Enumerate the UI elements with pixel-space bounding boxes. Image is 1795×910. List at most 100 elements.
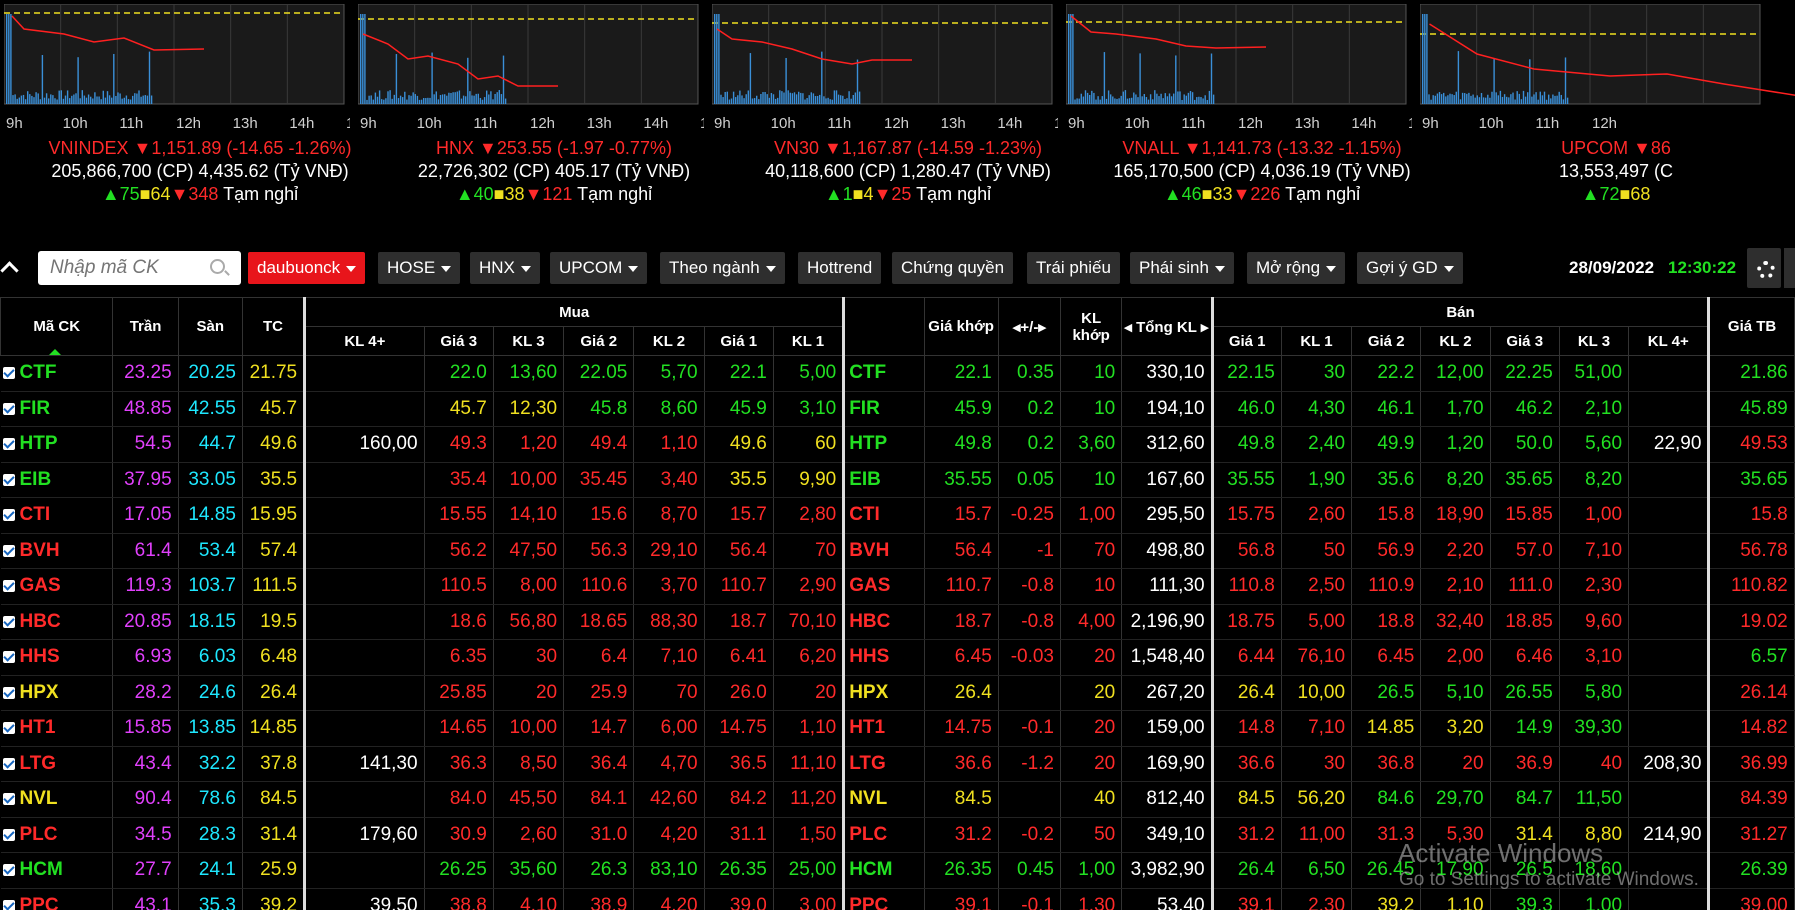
cell-symbol[interactable]: HCM	[0, 852, 114, 889]
cell-buy-g1: 26.35	[704, 852, 774, 889]
table-row[interactable]: HTP 54.5 44.7 49.6 160,00 49.3 1,20 49.4 1,10 49.…	[0, 426, 1795, 463]
cell-symbol[interactable]: EIB	[0, 462, 114, 498]
table-row[interactable]: LTG 43.4 32.2 37.8 141,30 36.3 8,50 36.4 4,70 36.…	[0, 746, 1795, 782]
advancers-count: ▲75	[101, 184, 140, 204]
row-checkbox[interactable]	[2, 367, 15, 380]
row-checkbox[interactable]	[2, 580, 15, 593]
chart-volume-bar	[787, 90, 789, 104]
chart-volume-bar	[1560, 94, 1562, 104]
row-checkbox[interactable]	[2, 402, 15, 415]
cell-sell-kl1: 11,00	[1281, 817, 1353, 853]
cell-sell-kl4	[1628, 462, 1710, 498]
row-checkbox[interactable]	[2, 438, 15, 451]
col-ref[interactable]: TC	[241, 297, 306, 356]
row-checkbox[interactable]	[2, 686, 15, 699]
table-row[interactable]: FIR 48.85 42.55 45.7 45.7 12,30 45.8 8,60 45.9 3,…	[0, 391, 1795, 427]
table-row[interactable]: GAS 119.3 103.7 111.5 110.5 8,00 110.6 3,70 110.…	[0, 568, 1795, 605]
table-row[interactable]: EIB 37.95 33.05 35.5 35.4 10,00 35.45 3,40 35.5 9…	[0, 462, 1795, 498]
chart-volume-bar	[391, 98, 393, 104]
cell-sell-g1: 31.2	[1210, 817, 1282, 853]
cell-symbol[interactable]: PLC	[0, 817, 114, 853]
table-row[interactable]: PLC 34.5 28.3 31.4 179,60 30.9 2,60 31.0 4,20 31.…	[0, 817, 1795, 853]
hnx-dropdown[interactable]: HNX	[470, 252, 540, 284]
hottrend-button[interactable]: Hottrend	[798, 252, 882, 284]
table-row[interactable]: CTF 23.25 20.25 21.75 22.0 13,60 22.05 5,70 22.1…	[0, 355, 1795, 392]
col-symbol[interactable]: Mã CK	[0, 297, 114, 356]
cell-symbol[interactable]: CTF	[0, 355, 114, 392]
cell-symbol[interactable]: GAS	[0, 568, 114, 605]
cell-symbol[interactable]: HPX	[0, 675, 114, 711]
bonds-button[interactable]: Trái phiếu	[1027, 252, 1120, 284]
cell-avg: 56.78	[1707, 533, 1795, 569]
cell-symbol[interactable]: FIR	[0, 391, 114, 427]
upcom-dropdown[interactable]: UPCOM	[550, 252, 648, 284]
cell-avg: 21.86	[1707, 355, 1795, 392]
col-change[interactable]: ◂+/-▸	[997, 297, 1062, 356]
chart-volume-bar	[777, 97, 779, 104]
watchlist-dropdown[interactable]: daubuonck	[248, 252, 366, 284]
col-total-vol[interactable]: ◂ Tổng KL ▸	[1121, 297, 1213, 356]
cell-symbol[interactable]: HTP	[0, 426, 114, 463]
chart-volume-bar	[753, 98, 756, 104]
table-row[interactable]: HBC 20.85 18.15 19.5 18.6 56,80 18.65 88,30 18.7…	[0, 604, 1795, 640]
warrants-button[interactable]: Chứng quyền	[892, 252, 1014, 284]
chart-volume-bar	[52, 95, 54, 104]
cell-symbol[interactable]: CTI	[0, 497, 114, 534]
table-row[interactable]: NVL 90.4 78.6 84.5 84.0 45,50 84.1 42,60 84.2 11,…	[0, 781, 1795, 818]
row-checkbox[interactable]	[2, 651, 15, 664]
filter-button[interactable]	[1784, 248, 1795, 288]
col-ceil[interactable]: Trần	[112, 297, 179, 356]
industry-dropdown[interactable]: Theo ngành	[660, 252, 785, 284]
cell-buy-kl3: 4,10	[493, 888, 565, 910]
index-chart-vnall[interactable]: 9h 10h 11h 12h 13h 14h 15h VNALL ▼1,141.73 (-13…	[1062, 0, 1462, 240]
table-row[interactable]: HPX 28.2 24.6 26.4 25.85 20 25.9 70 26.0 20 HPX 26.…	[0, 675, 1795, 711]
row-checkbox[interactable]	[2, 615, 15, 628]
table-row[interactable]: HCM 27.7 24.1 25.9 26.25 35,60 26.3 83,10 26.35 2…	[0, 852, 1795, 889]
table-row[interactable]: CTI 17.05 14.85 15.95 15.55 14,10 15.6 8,70 15.7…	[0, 497, 1795, 534]
col-floor[interactable]: Sàn	[177, 297, 243, 356]
cell-symbol[interactable]: BVH	[0, 533, 114, 569]
cell-symbol[interactable]: HBC	[0, 604, 114, 640]
chart-volume-bar	[96, 96, 98, 104]
index-chart-upcom[interactable]: 9h 10h 11h 12h UPCOM ▼86 13,553,497 (C ▲72■6…	[1416, 0, 1795, 240]
settings-button[interactable]	[1747, 248, 1781, 288]
table-row[interactable]: PPC 43.1 35.3 39.2 39,50 38.8 4,10 38.9 4,20 39.0…	[0, 888, 1795, 910]
derivatives-dropdown[interactable]: Phái sinh	[1130, 252, 1234, 284]
col-match-vol[interactable]: KL khớp	[1059, 297, 1123, 356]
chart-volume-bar	[1457, 51, 1460, 104]
cell-symbol[interactable]: HHS	[0, 639, 114, 676]
table-row[interactable]: HHS 6.93 6.03 6.48 6.35 30 6.4 7,10 6.41 6,20 HHS 6…	[0, 639, 1795, 676]
table-row[interactable]: HT1 15.85 13.85 14.85 14.65 10,00 14.7 6,00 14.7…	[0, 710, 1795, 747]
table-row[interactable]: BVH 61.4 53.4 57.4 56.2 47,50 56.3 29,10 56.4 70 B…	[0, 533, 1795, 569]
chart-volume-bar	[718, 14, 720, 104]
chart-volume-bar	[24, 99, 27, 104]
cell-symbol[interactable]: LTG	[0, 746, 114, 782]
row-checkbox[interactable]	[2, 828, 15, 841]
chart-volume-bar	[368, 95, 370, 104]
index-charts-panel: 9h 10h 11h 12h 13h 14h 15h VNINDEX ▼1,151.89 (-…	[0, 0, 1795, 240]
search-icon[interactable]	[210, 259, 225, 274]
row-checkbox[interactable]	[2, 793, 15, 806]
col-match-price[interactable]: Giá khớp	[923, 297, 999, 356]
row-checkbox[interactable]	[2, 757, 15, 770]
row-checkbox[interactable]	[2, 864, 15, 877]
row-checkbox[interactable]	[2, 544, 15, 557]
collapse-button[interactable]	[0, 252, 22, 284]
index-chart-vn30[interactable]: 9h 10h 11h 12h 13h 14h 15h VN30 ▼1,167.87 (-14.…	[708, 0, 1108, 240]
index-chart-hnx[interactable]: 9h 10h 11h 12h 13h 14h 15h HNX ▼253.55 (-1.97 -…	[354, 0, 754, 240]
col-avg[interactable]: Giá TB	[1707, 297, 1795, 356]
search-box[interactable]	[38, 251, 241, 285]
search-input[interactable]	[48, 255, 202, 281]
index-chart-vnindex[interactable]: 9h 10h 11h 12h 13h 14h 15h VNINDEX ▼1,151.89 (-…	[0, 0, 400, 240]
extend-dropdown[interactable]: Mở rộng	[1247, 252, 1346, 284]
suggest-dropdown[interactable]: Gợi ý GD	[1357, 252, 1463, 284]
cell-sell-kl3: 1,00	[1559, 888, 1630, 910]
row-checkbox[interactable]	[2, 473, 15, 486]
cell-symbol[interactable]: HT1	[0, 710, 114, 747]
cell-symbol[interactable]: PPC	[0, 888, 114, 910]
row-checkbox[interactable]	[2, 509, 15, 522]
row-checkbox[interactable]	[2, 899, 15, 910]
hose-dropdown[interactable]: HOSE	[378, 252, 461, 284]
row-checkbox[interactable]	[2, 722, 15, 735]
cell-symbol[interactable]: NVL	[0, 781, 114, 818]
